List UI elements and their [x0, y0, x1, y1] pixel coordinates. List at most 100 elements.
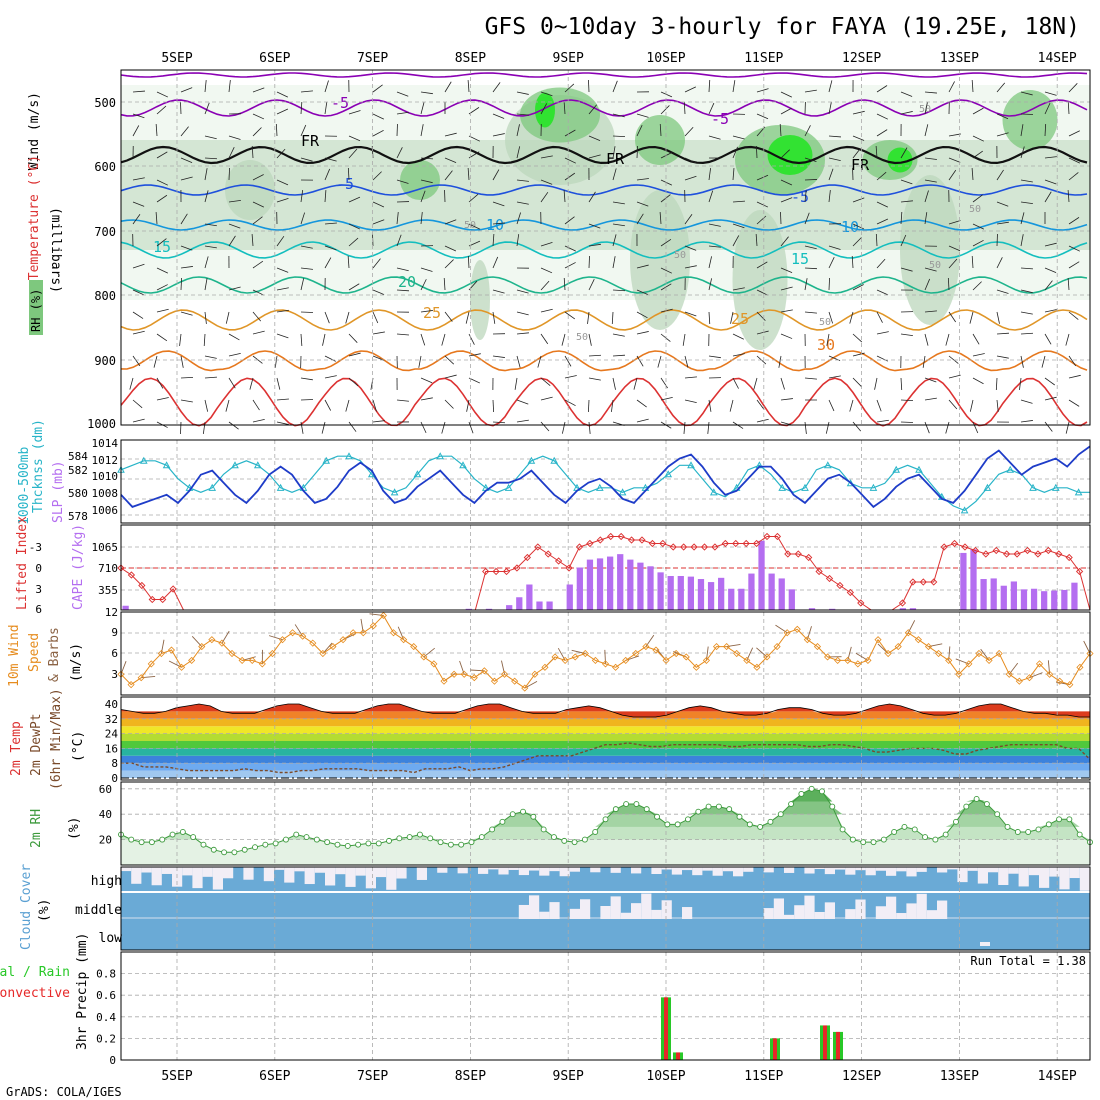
- wind-barb: [587, 399, 590, 413]
- wind-barb: [636, 399, 647, 408]
- cloud-high-clear: [223, 867, 234, 879]
- cape-bar: [607, 556, 614, 610]
- wind-barb: [420, 124, 424, 137]
- cape-bar: [122, 605, 129, 610]
- wind-tick: 9: [111, 626, 118, 639]
- contour-label: 30: [817, 336, 835, 354]
- cloud-cover-panel: high middle low Cloud Cover (%): [19, 864, 1091, 951]
- wind-barb: [251, 145, 254, 159]
- wind-speed-marker: [864, 656, 872, 664]
- thickness-marker: [162, 461, 171, 469]
- rh2m-marker: [942, 831, 949, 838]
- wind-barb: [156, 308, 169, 313]
- wind-barb: [876, 171, 887, 181]
- wind-speed-marker: [753, 663, 761, 671]
- contour-label: FR: [606, 150, 625, 168]
- wind-barb: [444, 132, 457, 137]
- wind-barb: [492, 311, 496, 324]
- cloud-high-clear: [957, 867, 968, 883]
- wind-barb: [780, 398, 793, 401]
- wind-barb: [204, 399, 209, 412]
- cape-bar: [1010, 581, 1018, 610]
- thickness-marker: [1051, 483, 1060, 491]
- wind-barb: [467, 80, 470, 93]
- wind-barb: [444, 355, 455, 365]
- wind-barb: [204, 190, 209, 203]
- rh-contour-label: 50: [674, 250, 686, 261]
- date-label-bottom: 13SEP: [940, 1069, 979, 1084]
- rh2m-marker: [715, 803, 722, 810]
- wind-barb: [300, 267, 313, 270]
- wind-barb: [756, 330, 769, 335]
- cloud-mid-clear: [580, 899, 591, 919]
- cape-bar: [788, 589, 795, 610]
- wind-barb: [828, 245, 841, 250]
- wind-barb: [924, 267, 937, 272]
- wind-barb: [249, 377, 254, 390]
- wind-barb: [516, 146, 521, 159]
- rh2m-marker: [210, 846, 217, 853]
- rh2m-marker: [509, 811, 516, 818]
- wind-barb: [204, 355, 217, 359]
- thickness-marker: [915, 465, 923, 473]
- lifted-index-marker: [721, 539, 729, 548]
- wind-barb: [756, 215, 767, 225]
- wind-barb: [948, 81, 955, 93]
- wind-barb: [996, 399, 999, 412]
- wind-barb: [924, 397, 937, 401]
- wind-barb: [852, 421, 862, 432]
- wind-barb: [540, 333, 549, 345]
- wind-barb: [996, 132, 1009, 137]
- cloud-high-clear: [998, 867, 1009, 885]
- wind-speed-marker: [349, 629, 357, 637]
- wind-barb: [132, 177, 145, 181]
- wind-barb: [516, 234, 520, 247]
- wind-barb: [876, 201, 889, 208]
- rh2m-marker: [344, 843, 351, 849]
- rh2m-panel: 60 40 20 2m RH (%): [29, 781, 1093, 866]
- cloud-high-clear: [304, 867, 315, 885]
- wind-barb: [636, 124, 643, 137]
- isotherm-line: [120, 219, 1088, 231]
- wind-barb: [924, 421, 930, 434]
- temp-tick: 16: [105, 742, 118, 755]
- wind-barb: [180, 87, 193, 93]
- wind-barb: [441, 333, 446, 346]
- cloud-high-clear: [212, 867, 223, 890]
- cloud-high-clear: [151, 867, 162, 886]
- rh-humid-blob: [900, 175, 960, 325]
- date-label-top: 14SEP: [1038, 51, 1077, 66]
- cloud-high-clear: [937, 867, 948, 873]
- thickness-marker: [459, 461, 467, 469]
- rh2m-marker: [746, 821, 753, 828]
- lifted-index-marker: [586, 539, 594, 548]
- lifted-index-marker: [523, 553, 531, 562]
- wind-barb: [228, 377, 236, 389]
- wind-barb: [516, 332, 529, 335]
- wind-barb: [444, 259, 454, 269]
- wind-barb: [252, 201, 265, 208]
- wind-barb: [563, 190, 566, 203]
- rh2m-marker: [272, 840, 279, 847]
- wind-barb: [179, 333, 182, 346]
- wind-barb: [345, 311, 350, 324]
- wind-barb: [948, 220, 961, 225]
- cloud-high-clear: [1018, 867, 1029, 887]
- wind-barb: [516, 399, 529, 405]
- rh-tick: 20: [99, 834, 112, 847]
- wind-barb: [660, 377, 668, 389]
- wind-barb: [468, 240, 481, 247]
- cloud-high-clear: [365, 867, 376, 889]
- wind-barb: [1020, 420, 1033, 423]
- wind-barb: [684, 311, 697, 317]
- wind-barb: [972, 135, 984, 142]
- cloud-high-clear: [325, 867, 336, 886]
- wind-barb: [948, 258, 958, 269]
- wind-barb: [828, 277, 830, 291]
- cloud-high-clear: [529, 867, 540, 871]
- wind-barb: [321, 421, 326, 434]
- li-tick: 6: [35, 603, 42, 616]
- pressure-tick: 500: [94, 96, 116, 110]
- slp-frame: [120, 439, 1091, 524]
- wind-barb: [876, 311, 883, 323]
